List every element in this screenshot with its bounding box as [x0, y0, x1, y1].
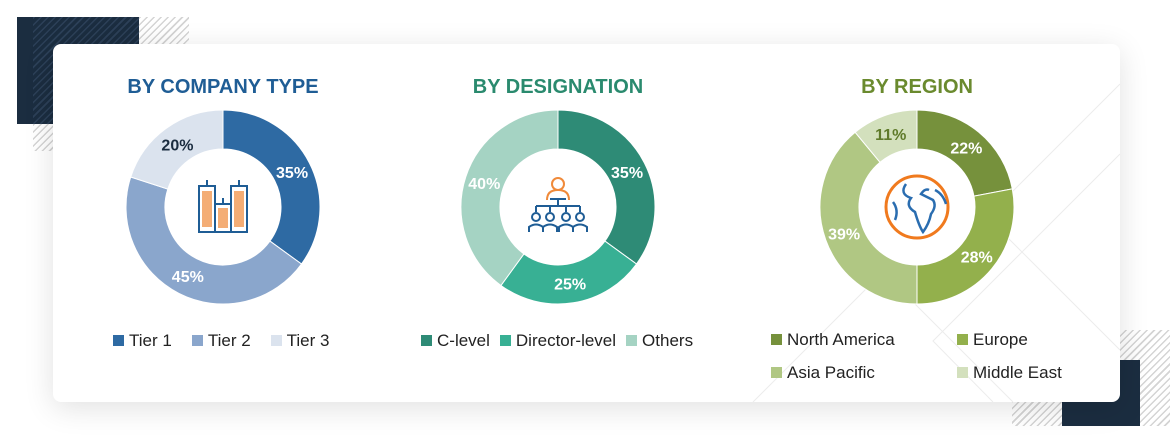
donut-slice-middle-east	[854, 109, 918, 164]
data-label: 28%	[961, 249, 993, 266]
data-label: 39%	[828, 226, 860, 243]
data-label: 20%	[161, 137, 193, 154]
donut-slice-tier-1	[222, 109, 321, 265]
legend-swatch	[771, 334, 782, 345]
globe-icon	[884, 174, 950, 240]
data-label: 22%	[950, 140, 982, 157]
panel-region: BY REGION	[747, 44, 1087, 402]
legend-label: C-level	[437, 331, 490, 350]
data-label: 45%	[172, 269, 204, 286]
legend-item: Tier 3	[270, 331, 330, 351]
legend-label: Middle East	[973, 363, 1062, 382]
legend-item: C-level	[421, 331, 490, 351]
legend-swatch	[957, 367, 968, 378]
data-label: 40%	[468, 176, 500, 193]
legend-swatch	[626, 335, 638, 346]
donut-slice-director-level	[500, 240, 638, 305]
legend-item: Tier 1	[113, 331, 172, 351]
legend-swatch	[113, 335, 124, 346]
donut-slice-c-level	[557, 109, 656, 265]
legend-item: Europe	[957, 330, 1028, 350]
legend-label: Tier 2	[207, 331, 251, 350]
legend-region-1: North America Europe	[771, 330, 1028, 350]
legend-item: Tier 2	[191, 331, 251, 351]
legend-swatch	[771, 367, 782, 378]
legend-label: Tier 3	[286, 331, 330, 350]
chart-card: BY COMPANY TYPE BY DESIGNATION BY REGION…	[53, 44, 1120, 402]
legend-item: Others	[626, 331, 693, 351]
legend-swatch	[270, 335, 282, 346]
legend-item: Director-level	[499, 331, 617, 351]
buildings-icon	[198, 180, 248, 233]
legend-item: North America	[771, 330, 957, 350]
donut-slice-tier-3	[130, 109, 224, 190]
data-label: 25%	[554, 277, 586, 294]
legend-label: North America	[787, 330, 895, 349]
panel-designation: BY DESIGNATION	[388, 44, 728, 402]
donut-slice-asia-pacific	[819, 131, 918, 305]
donut-slice-tier-2	[125, 176, 303, 305]
legend-swatch	[499, 335, 511, 346]
legend-designation: C-level Director-level Others	[421, 331, 693, 351]
panel-company-type: BY COMPANY TYPE	[53, 44, 393, 402]
legend-swatch	[957, 334, 968, 345]
data-label: 35%	[276, 165, 308, 182]
legend-label: Asia Pacific	[787, 363, 875, 382]
legend-region-2: Asia Pacific Middle East	[771, 363, 1062, 383]
chart-title: BY DESIGNATION	[472, 76, 644, 98]
legend-label: Director-level	[515, 331, 617, 350]
decor-hatch	[33, 124, 53, 151]
data-label: 11%	[875, 127, 906, 144]
legend-item: Middle East	[957, 363, 1062, 383]
org-chart-people-icon	[528, 177, 588, 232]
decor-hatch	[139, 17, 189, 44]
data-label: 35%	[611, 165, 643, 182]
legend-swatch	[191, 335, 203, 346]
legend-company-type: Tier 1 Tier 2 Tier 3	[113, 331, 329, 351]
chart-title: BY COMPANY TYPE	[127, 76, 319, 98]
legend-item: Asia Pacific	[771, 363, 957, 383]
legend-label: Others	[642, 331, 694, 350]
donut-charts: 35% 45% 20% 35% 25% 40% 22% 28% 39% 11%	[125, 109, 1015, 305]
donut-slice-others	[460, 109, 559, 287]
chart-title: BY REGION	[861, 76, 973, 98]
legend-swatch	[421, 335, 432, 346]
legend-label: Tier 1	[129, 331, 172, 350]
legend-label: Europe	[973, 330, 1028, 349]
